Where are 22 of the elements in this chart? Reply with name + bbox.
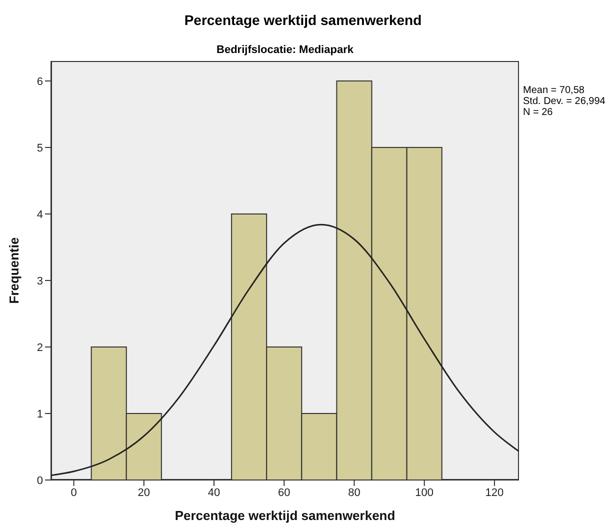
chart-title: Percentage werktijd samenwerkend [183, 12, 423, 28]
chart-subtitle: Bedrijfslocatie: Mediapark [216, 44, 354, 56]
y-tick-label: 0 [36, 474, 43, 487]
y-tick-label: 2 [36, 342, 43, 354]
y-tick-label: 4 [36, 208, 43, 221]
y-tick-label: 1 [36, 408, 43, 420]
y-tick-label: 5 [36, 142, 43, 154]
x-tick-label: 60 [278, 486, 290, 499]
text: Std. Dev. = 26,994 [523, 96, 606, 107]
y-axis-title: Frequentie [6, 237, 22, 304]
x-tick-label: 80 [348, 486, 360, 499]
x-tick-label: 20 [138, 486, 150, 499]
x-tick-label: 40 [208, 486, 220, 499]
y-tick-label: 6 [36, 76, 43, 88]
text: N = 26 [523, 107, 554, 118]
x-axis-title: Percentage werktijd samenwerkend [174, 508, 396, 523]
x-tick-label: 0 [70, 486, 77, 499]
x-tick-label: 100 [415, 486, 434, 499]
line-series [51, 224, 519, 476]
text: Mean = 70,58 [523, 85, 586, 96]
x-tick-label: 120 [485, 486, 504, 499]
y-tick-label: 3 [36, 275, 43, 288]
